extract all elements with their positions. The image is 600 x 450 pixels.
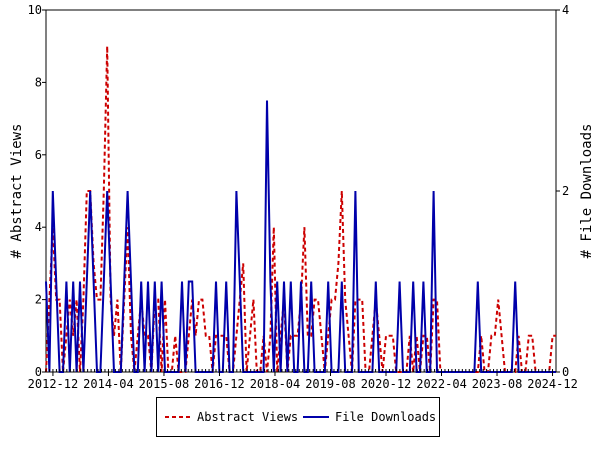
- y-left-tick-label: 2: [35, 293, 42, 307]
- legend-swatch-solid: [303, 416, 329, 418]
- x-axis: 2012-12 2014-04 2015-08 2016-12 2018-04 2019-…: [28, 369, 578, 391]
- y-axis-title-left: # Abstract Views: [9, 124, 25, 259]
- legend-swatch-dashed: [165, 416, 191, 418]
- left-y-axis: 0 2 4 6 8 10: [28, 3, 46, 379]
- y-left-tick-label: 4: [35, 220, 42, 234]
- right-y-axis: 0 2 4: [556, 3, 569, 379]
- x-tick-label: 2023-08: [472, 377, 523, 391]
- x-tick-label: 2020-12: [361, 377, 412, 391]
- legend-item-abstract-views: Abstract Views: [165, 398, 298, 436]
- y-left-tick-label: 6: [35, 148, 42, 162]
- x-tick-label: 2016-12: [194, 377, 245, 391]
- x-tick-label: 2022-04: [416, 377, 467, 391]
- plot-area: [45, 9, 557, 373]
- legend: Abstract Views File Downloads: [156, 397, 440, 437]
- y-left-tick-label: 10: [28, 3, 42, 17]
- x-tick-label: 2014-04: [83, 377, 134, 391]
- x-tick-label: 2015-08: [139, 377, 190, 391]
- x-tick-label: 2018-04: [250, 377, 301, 391]
- y-left-tick-label: 8: [35, 75, 42, 89]
- y-right-tick-label: 4: [562, 3, 569, 17]
- y-right-tick-label: 0: [562, 365, 569, 379]
- legend-label: File Downloads: [335, 410, 437, 424]
- x-tick-label: 2019-08: [305, 377, 356, 391]
- y-right-tick-label: 2: [562, 184, 569, 198]
- y-left-tick-label: 0: [35, 365, 42, 379]
- legend-label: Abstract Views: [197, 410, 299, 424]
- series-line-file-downloads: [45, 100, 556, 373]
- x-tick-label: 2012-12: [28, 377, 79, 391]
- x-tick-label: 2024-12: [527, 377, 578, 391]
- legend-item-file-downloads: File Downloads: [303, 398, 436, 436]
- y-axis-title-right: # File Downloads: [579, 124, 595, 259]
